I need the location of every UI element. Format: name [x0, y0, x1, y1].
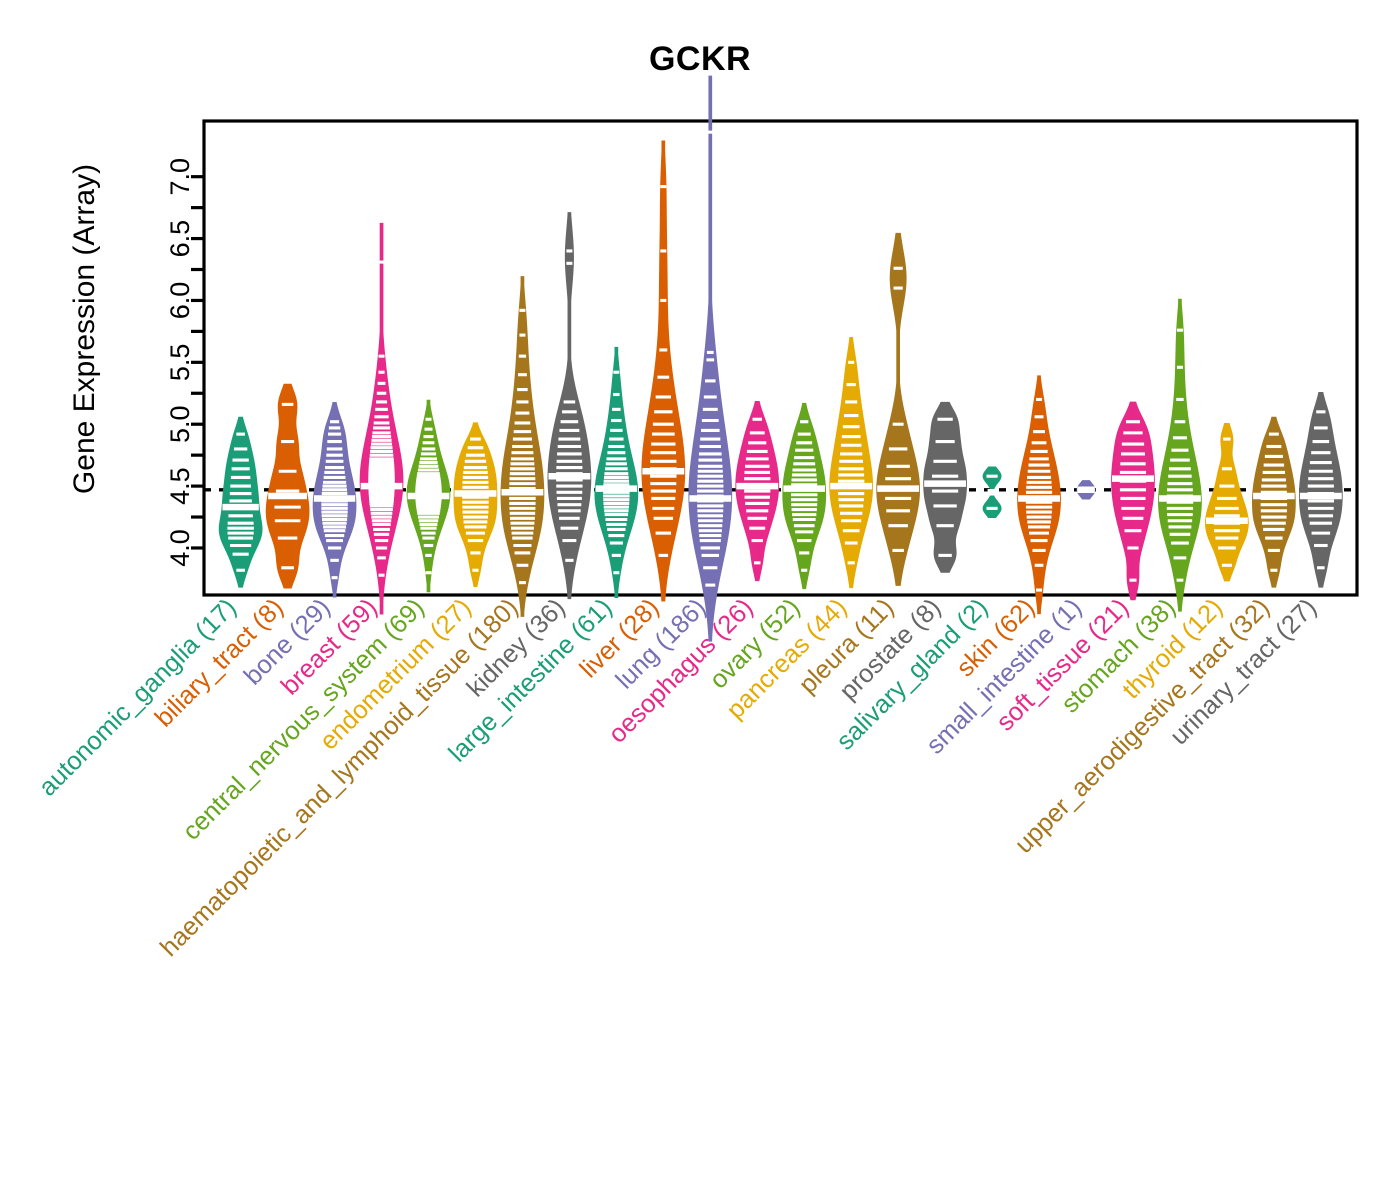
violin-group [406, 399, 451, 593]
violin-group [1158, 298, 1202, 612]
violin-group [923, 401, 967, 573]
violin-group [876, 232, 921, 586]
violin-group [1205, 422, 1249, 582]
violin-group [265, 383, 310, 589]
violin-group [453, 422, 498, 587]
violin-group [1076, 480, 1096, 500]
y-axis-tick-label: 7.0 [165, 158, 195, 196]
violin-group [829, 337, 874, 589]
violin-group [1252, 416, 1296, 588]
violin-group [594, 346, 639, 599]
x-axis-category-label: autonomic_ganglia (17) [34, 593, 242, 801]
violin-group [312, 401, 357, 598]
violin-group [218, 416, 263, 588]
y-axis-tick-label: 4.5 [165, 467, 195, 505]
y-axis-tick-label: 6.5 [165, 220, 195, 258]
violin-group [641, 140, 686, 602]
y-axis-tick-label: 4.0 [165, 529, 195, 567]
violin-group [735, 401, 780, 582]
y-axis-tick-label: 6.0 [165, 282, 195, 320]
page-title: GCKR [648, 40, 752, 78]
violin-group [1017, 375, 1061, 615]
violin-group [1111, 401, 1155, 601]
violin-group [547, 212, 592, 600]
violin-group [500, 276, 545, 617]
violin-group [688, 75, 733, 642]
violin-group [1298, 392, 1343, 588]
y-axis-tick-label: 5.0 [165, 405, 195, 443]
violin-group [782, 402, 827, 590]
y-axis-tick-label: 5.5 [165, 344, 195, 382]
plot-frame [202, 119, 1359, 597]
violin-group [982, 466, 1002, 519]
violin-group [359, 222, 404, 615]
